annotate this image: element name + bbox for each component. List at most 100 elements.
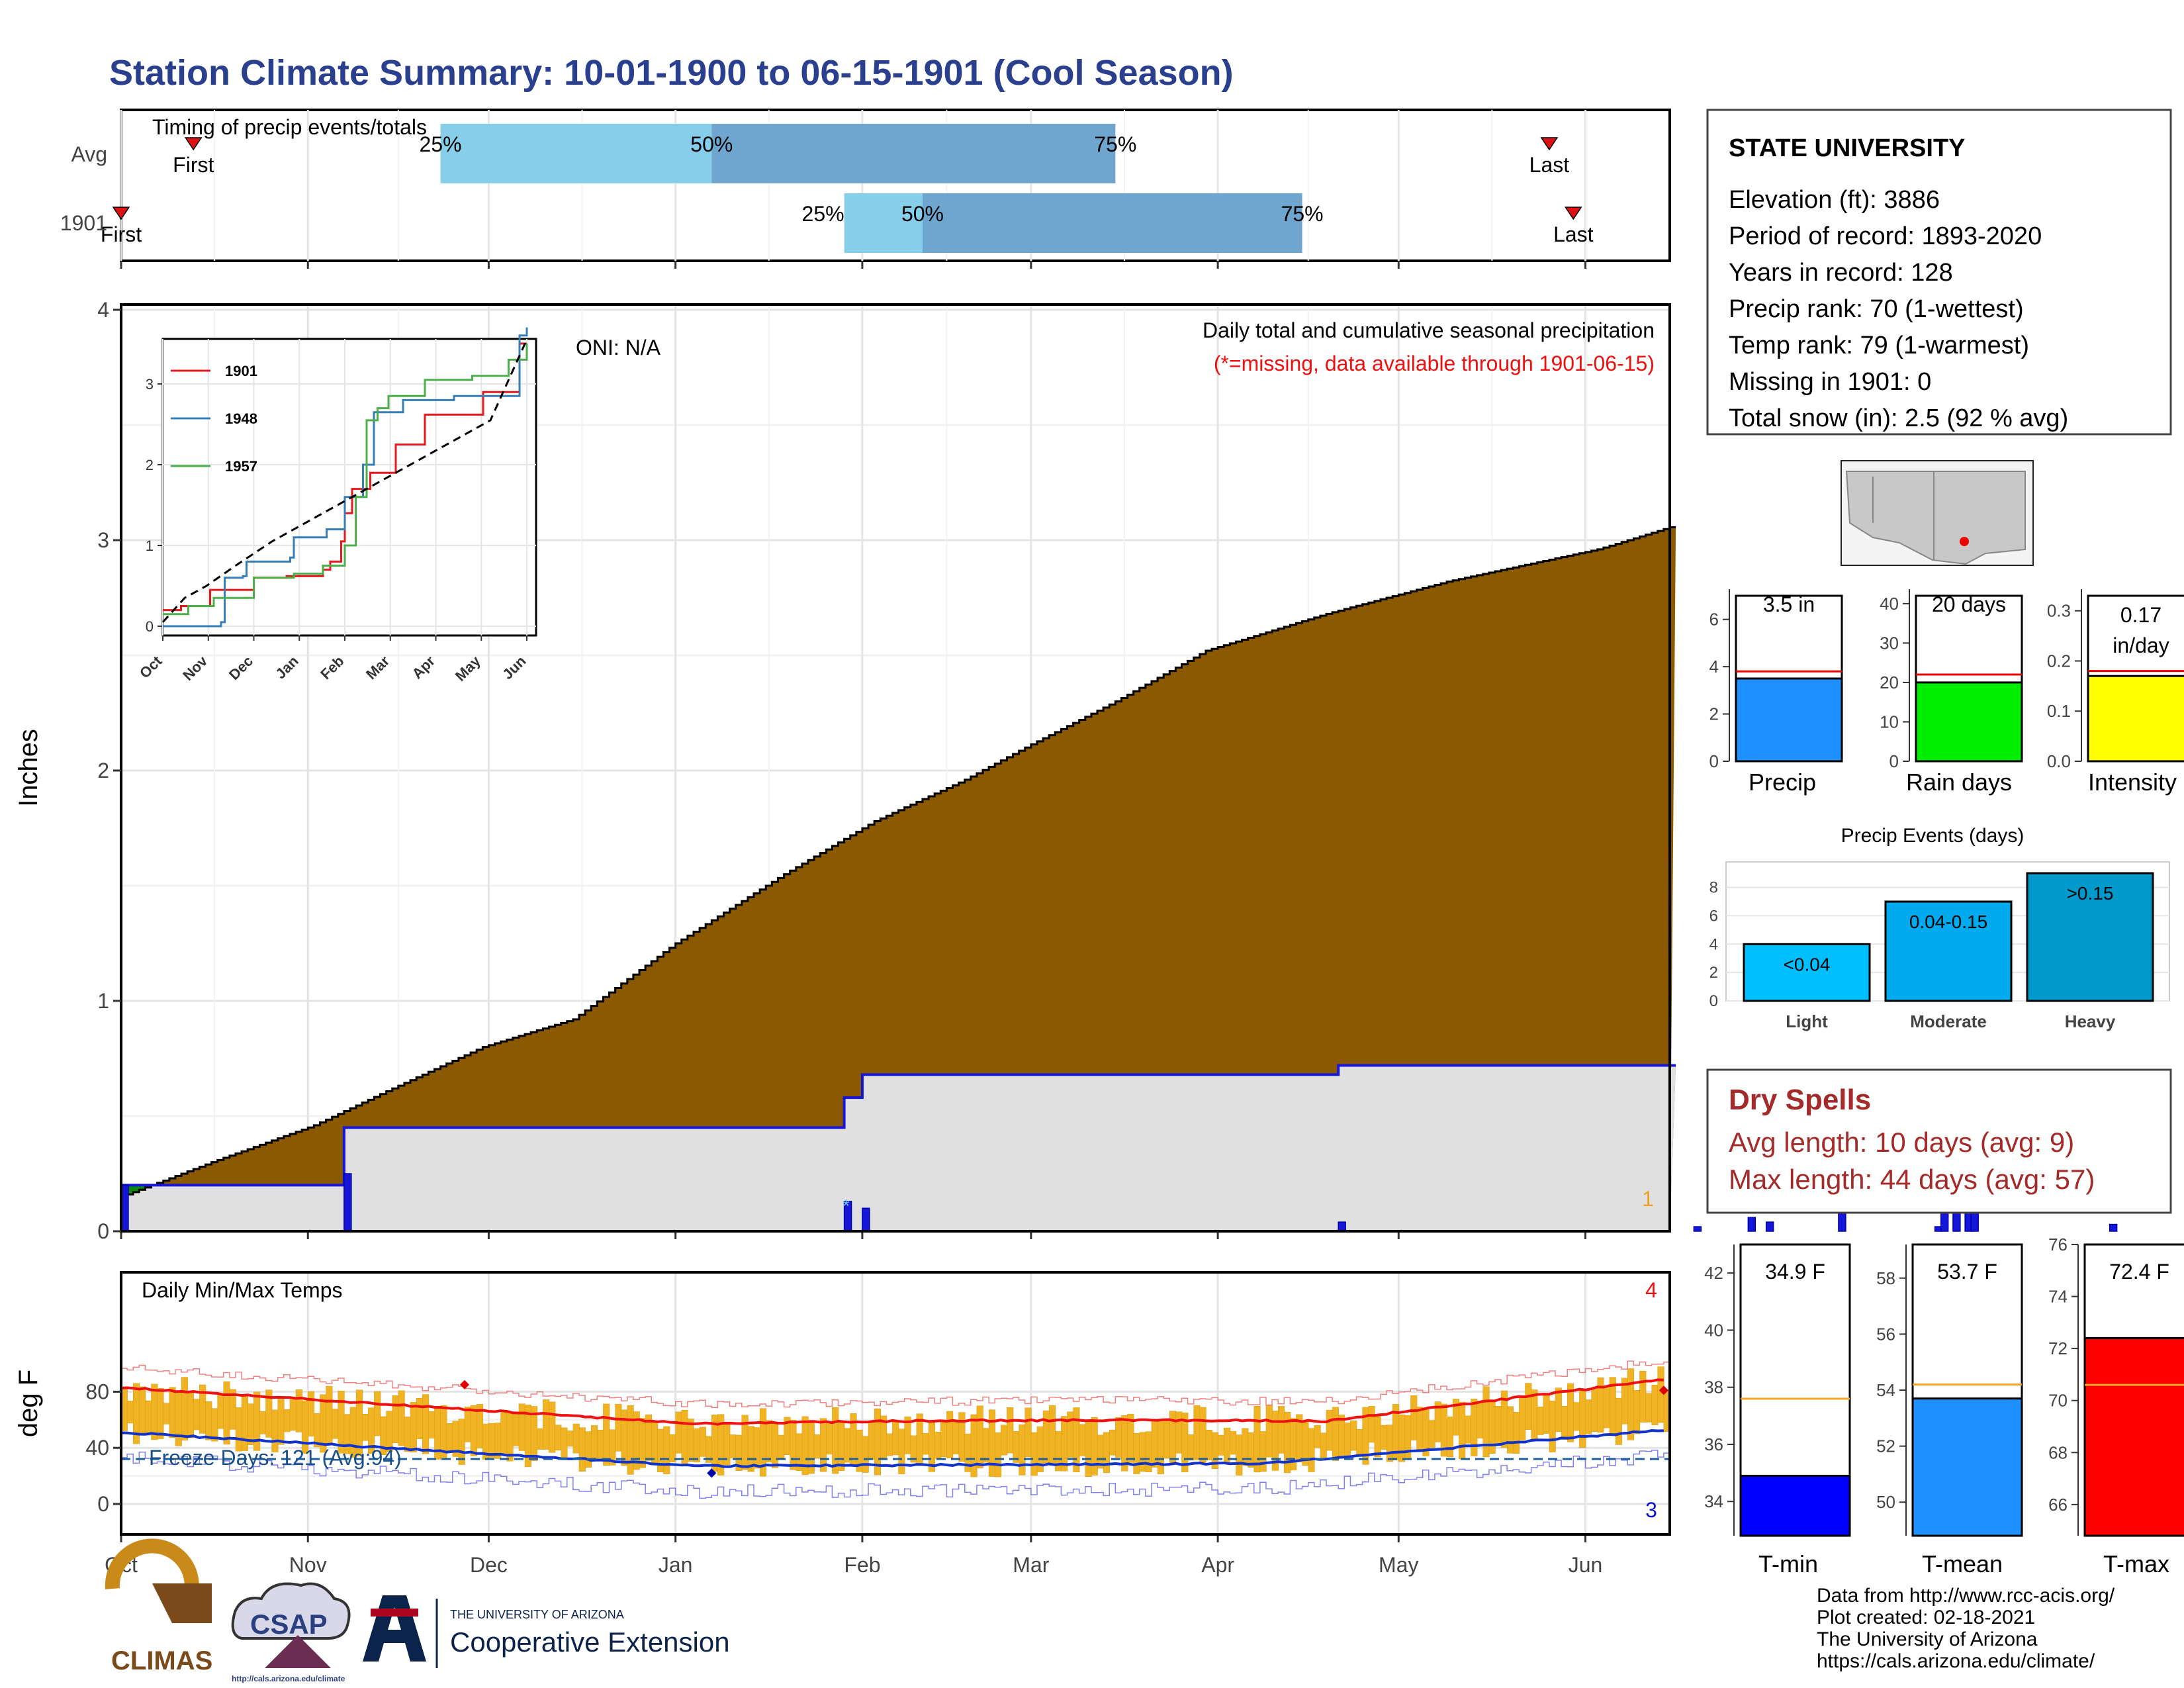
daily-temp-bar — [392, 1395, 399, 1444]
temp-summary-y-tick: 76 — [2048, 1235, 2068, 1254]
current-cumulative-line — [121, 1064, 1676, 1187]
daily-temp-bar — [1007, 1407, 1014, 1454]
first-event-label: First — [173, 153, 214, 177]
temp-summary-y-tick: 50 — [1876, 1492, 1895, 1512]
temp-summary-y-tick: 40 — [1704, 1320, 1723, 1340]
daily-temp-bar — [1109, 1429, 1116, 1456]
daily-temp-bar — [1236, 1434, 1243, 1476]
daily-temp-bar — [295, 1389, 302, 1432]
mountain-icon — [265, 1635, 331, 1668]
temp-summary-y-tick: 68 — [2048, 1442, 2068, 1462]
logos: CLIMAS CSAP http://cals.arizona.edu/clim… — [105, 1538, 730, 1683]
event-range-label: >0.15 — [2067, 883, 2114, 904]
daily-temp-bar — [187, 1393, 195, 1438]
month-axis: Oct Nov Dec Jan Feb Mar Apr May Jun — [105, 1553, 1602, 1577]
x-tick-label: Jan — [659, 1553, 693, 1577]
daily-temp-bar — [813, 1434, 821, 1459]
daily-temp-bar — [169, 1387, 176, 1438]
record-high-line — [121, 1360, 1670, 1408]
daily-temp-bar — [458, 1419, 465, 1465]
daily-temp-bar — [1513, 1412, 1520, 1454]
daily-temp-bar — [181, 1377, 188, 1441]
avg-max-line — [120, 1378, 1664, 1426]
temp-summary-value: 34.9 F — [1765, 1260, 1825, 1284]
summary-value: in/day — [2113, 633, 2169, 657]
daily-precip-bar — [1747, 1217, 1756, 1232]
daily-temp-bar — [663, 1426, 670, 1474]
daily-temp-bar — [699, 1427, 706, 1457]
y-tick-label: 3 — [97, 528, 109, 552]
daily-temp-bar — [500, 1412, 508, 1454]
daily-temp-bar — [217, 1394, 224, 1429]
daily-temp-bar — [1477, 1403, 1484, 1438]
daily-temp-bar — [1386, 1425, 1393, 1462]
daily-temp-bar — [1326, 1409, 1333, 1451]
daily-temp-bar — [886, 1433, 893, 1456]
temp-summary-y-tick: 70 — [2048, 1391, 2068, 1411]
daily-temp-bar — [1175, 1411, 1183, 1454]
daily-temp-bar — [1314, 1425, 1321, 1448]
temp-frame — [120, 1271, 1671, 1536]
summary-y-tick: 30 — [1880, 633, 1899, 653]
avg-cumulative-line — [121, 526, 1676, 1198]
daily-temp-bar — [1428, 1420, 1435, 1448]
daily-temp-bar — [1085, 1421, 1092, 1477]
dry-spells-box: Dry Spells Avg length: 10 days (avg: 9) … — [1706, 1068, 2172, 1214]
daily-temp-bar — [615, 1403, 622, 1452]
daily-temp-bar — [675, 1411, 682, 1454]
ua-a-icon-accent — [371, 1609, 418, 1617]
daily-temp-bar — [1248, 1432, 1255, 1468]
summary-y-tick: 4 — [1709, 657, 1719, 677]
daily-temp-bar — [838, 1423, 845, 1471]
timing-pct-label: 25% — [420, 132, 462, 156]
last-event-label: Last — [1553, 222, 1594, 246]
daily-temp-bar — [1199, 1407, 1206, 1463]
daily-precip-bar — [862, 1207, 870, 1232]
daily-temp-bar — [1573, 1402, 1580, 1431]
daily-temp-bar — [374, 1391, 381, 1436]
events-y-tick: 8 — [1709, 879, 1718, 897]
csap-url: http://cals.arizona.edu/climate — [232, 1674, 345, 1683]
daily-temp-bar — [1591, 1388, 1598, 1432]
daily-temp-bar — [428, 1411, 435, 1438]
record-low-line — [121, 1450, 1670, 1499]
daily-temp-bar — [1657, 1366, 1664, 1423]
daily-temp-bar — [832, 1407, 839, 1474]
summary-y-tick: 0.1 — [2047, 701, 2071, 721]
daily-temp-bar — [687, 1419, 694, 1462]
daily-temp-bar — [934, 1432, 942, 1459]
daily-temp-bar — [205, 1401, 212, 1440]
station-years: Years in record: 128 — [1729, 259, 1953, 287]
temperature-summary-bars: 34 36 38 40 42 34.9 F T-min 50 52 54 56 58 53.7 F T-m… — [1704, 1235, 2184, 1577]
x-tick-label: Nov — [289, 1553, 327, 1577]
daily-temp-bar — [1506, 1406, 1514, 1454]
daily-temp-bar — [1145, 1431, 1152, 1473]
summary-value: 0.17 — [2120, 603, 2161, 627]
daily-temp-bar — [603, 1403, 610, 1466]
summary-y-tick: 0 — [1709, 751, 1719, 771]
summary-y-tick: 6 — [1709, 610, 1719, 630]
temp-summary-y-tick: 58 — [1876, 1268, 1895, 1288]
first-event-label: First — [101, 222, 142, 246]
temp-summary-label: T-max — [2103, 1550, 2169, 1577]
daily-temp-bar — [567, 1430, 574, 1447]
daily-temp-bar — [826, 1423, 833, 1455]
daily-temp-bar — [1139, 1432, 1146, 1472]
daily-temp-bar — [488, 1423, 496, 1458]
x-tick-label: Jun — [1569, 1553, 1603, 1577]
station-period: Period of record: 1893-2020 — [1729, 222, 2042, 250]
daily-temp-bar — [958, 1412, 966, 1462]
daily-temp-bar — [145, 1400, 152, 1436]
missing-note: (*=missing, data available through 1901-… — [1214, 352, 1655, 375]
daily-temp-bar — [1344, 1423, 1351, 1457]
climas-logo-mark — [152, 1583, 212, 1623]
temp-summary-y-tick: 34 — [1704, 1491, 1723, 1511]
daily-temp-bar — [536, 1428, 544, 1450]
map-region — [1845, 471, 2026, 565]
summary-y-tick: 20 — [1880, 673, 1899, 692]
temp-count-hi: 4 — [1645, 1278, 1657, 1302]
daily-temp-bar — [753, 1427, 760, 1469]
daily-temp-bar — [1308, 1428, 1315, 1472]
daily-temp-bar — [1163, 1421, 1171, 1459]
